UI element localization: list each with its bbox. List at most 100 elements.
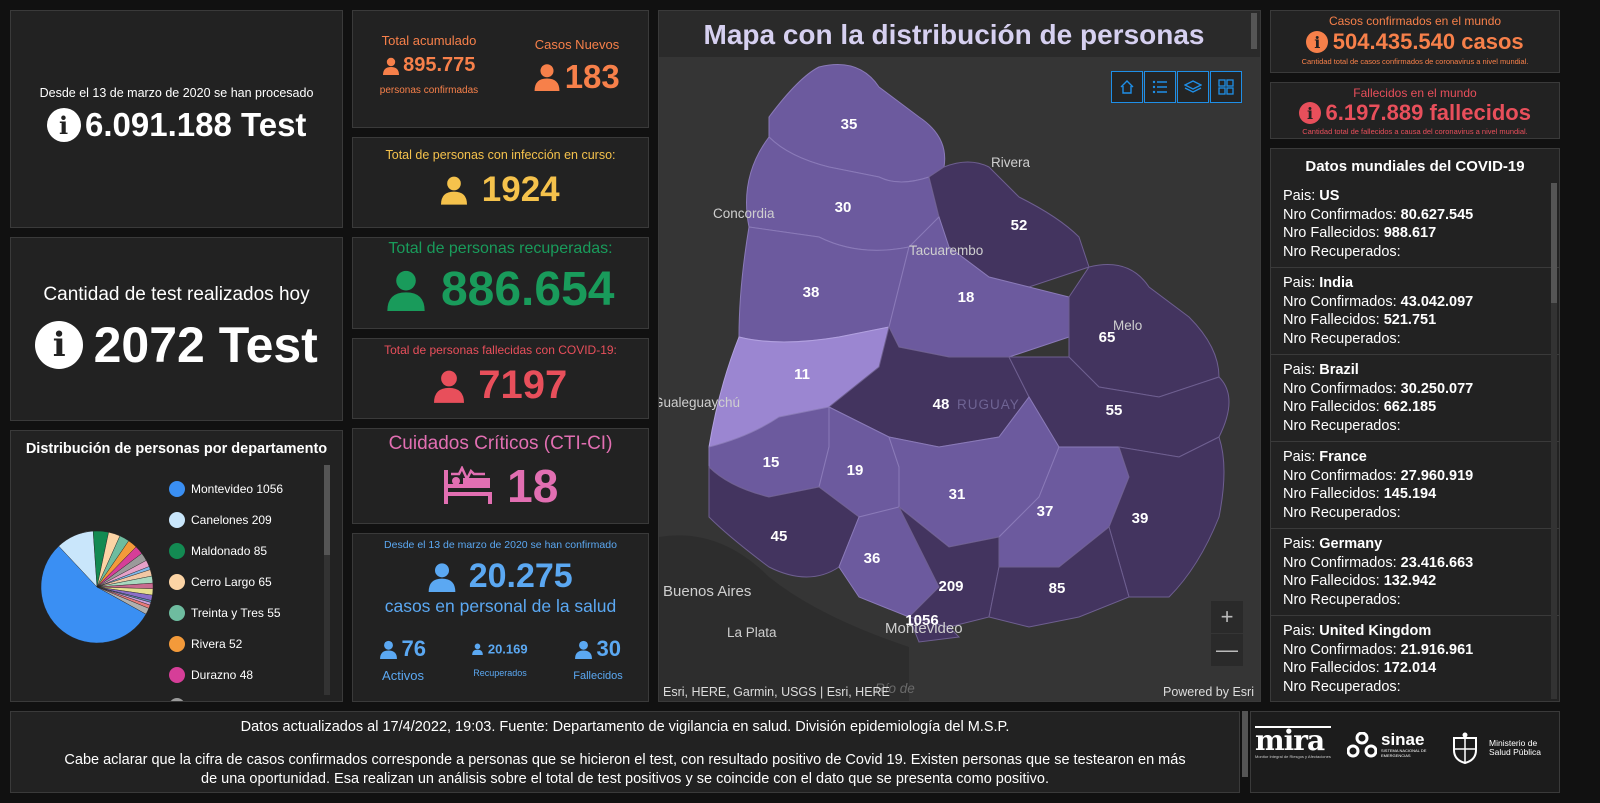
legend-swatch (169, 511, 185, 528)
country-name: India (1319, 275, 1354, 291)
recovered-prefix: Nro Recuperados: (1283, 591, 1401, 608)
health-staff-panel: Desde el 13 de marzo de 2020 se han conf… (352, 533, 649, 702)
critical-panel: Cuidados Críticos (CTI-CI) 18 (352, 428, 649, 524)
map-powered-by[interactable]: Powered by Esri (1162, 685, 1254, 699)
country-confirmed: 23.416.663 (1400, 554, 1474, 571)
country-deaths: 172.014 (1383, 660, 1437, 676)
distribution-pie-chart[interactable] (37, 527, 157, 647)
legend-swatch (169, 480, 185, 497)
dept-rivera (928, 161, 1090, 288)
dept-colonia (708, 465, 860, 578)
legend-item[interactable]: Colonia 45 (169, 690, 283, 701)
health-recovered-value: 20.169 (487, 641, 528, 657)
legend-item[interactable]: Treinta y Tres 55 (169, 597, 283, 628)
person-icon (441, 176, 468, 205)
layers-icon (1184, 80, 1202, 93)
country-name: Brazil (1319, 362, 1359, 378)
confirmed-prefix: Nro Confirmados: (1283, 467, 1397, 484)
recovered-prefix: Nro Recuperados: (1283, 243, 1401, 260)
legend-item[interactable]: Rivera 52 (169, 628, 283, 659)
distribution-panel: Distribución de personas por departament… (10, 430, 343, 702)
count-durazno: 48 (933, 396, 950, 413)
map-title-scrollbar[interactable] (1251, 13, 1257, 49)
place-uruguay: RUGUAY (957, 397, 1020, 412)
health-active-label: Activos (382, 668, 424, 683)
legend-swatch (169, 666, 185, 683)
country-prefix: Pais: (1283, 449, 1316, 465)
world-deaths-label: Fallecidos en el mundo (1353, 86, 1477, 100)
person-icon (472, 643, 484, 655)
legend-scrollbar[interactable] (324, 465, 330, 695)
msp-logo: Ministerio de Salud Pública (1451, 732, 1551, 764)
deaths-prefix: Nro Fallecidos: (1283, 660, 1380, 676)
legend-label: Rivera 52 (191, 636, 243, 651)
tests-today-panel: Cantidad de test realizados hoy i 2072 T… (10, 237, 343, 421)
world-deaths-panel: Fallecidos en el mundo i 6.197.889 falle… (1270, 82, 1560, 139)
country-deaths: 132.942 (1383, 573, 1437, 589)
count-canelones: 209 (938, 578, 963, 595)
country-list-scrollbar[interactable] (1551, 183, 1557, 699)
map-panel: Mapa con la distribución de personas Riv… (658, 10, 1261, 702)
world-deaths-note: Cantidad total de fallecidos a causa del… (1302, 127, 1528, 136)
info-icon: i (1306, 31, 1329, 53)
recovered-prefix: Nro Recuperados: (1283, 678, 1401, 695)
active-value: 1924 (481, 170, 560, 209)
deaths-prefix: Nro Fallecidos: (1283, 573, 1380, 589)
confirmed-prefix: Nro Confirmados: (1283, 206, 1397, 223)
count-san-jose: 36 (864, 550, 881, 567)
country-entry: Pais: United Kingdom Nro Confirmados: 21.… (1271, 616, 1559, 701)
country-deaths: 662.185 (1383, 399, 1437, 415)
pie-slice-montevideo[interactable] (40, 545, 147, 644)
active-label: Total de personas con infección en curso… (385, 148, 616, 162)
legend-swatch (169, 635, 185, 652)
confirmed-prefix: Nro Confirmados: (1283, 641, 1397, 658)
world-deaths-value: 6.197.889 fallecidos (1325, 100, 1531, 125)
tests-total-panel: Desde el 13 de marzo de 2020 se han proc… (10, 10, 343, 228)
health-active-value: 76 (401, 636, 426, 661)
list-icon (1152, 80, 1167, 94)
hospital-bed-icon (443, 465, 492, 504)
country-entry: Pais: France Nro Confirmados: 27.960.919 N… (1271, 442, 1559, 529)
count-lavalleja: 37 (1037, 503, 1054, 520)
country-name: United Kingdom (1319, 623, 1432, 639)
map-layers-button[interactable] (1177, 71, 1209, 103)
world-cases-value: 504.435.540 casos (1332, 29, 1524, 54)
count-artigas: 35 (841, 116, 858, 133)
person-icon (380, 640, 397, 659)
footer-scrollbar[interactable] (1242, 711, 1248, 777)
accumulated-label: Total acumulado (381, 33, 477, 48)
legend-label: Cerro Largo 65 (191, 574, 272, 589)
map-legend-button[interactable] (1144, 71, 1176, 103)
count-rivera: 52 (1011, 217, 1028, 234)
info-icon: i (35, 321, 84, 369)
critical-label: Cuidados Críticos (CTI-CI) (388, 433, 613, 454)
legend-item[interactable]: Maldonado 85 (169, 535, 283, 566)
person-icon (433, 370, 464, 403)
legend-item[interactable]: Cerro Largo 65 (169, 566, 283, 597)
map-basemap-button[interactable] (1210, 71, 1242, 103)
zoom-out-button[interactable]: — (1211, 634, 1243, 666)
confirmed-prefix: Nro Confirmados: (1283, 380, 1397, 397)
uruguay-map[interactable]: Rivera Concordia Tacuarembo Melo Gualegu… (659, 57, 1261, 702)
pie-slice-artigas[interactable] (96, 586, 150, 615)
count-florida: 31 (949, 486, 966, 503)
map-home-button[interactable] (1111, 71, 1143, 103)
legend-item[interactable]: Montevideo 1056 (169, 473, 283, 504)
place-melo: Melo (1113, 318, 1142, 333)
legend-item[interactable]: Canelones 209 (169, 504, 283, 535)
country-entry: Pais: Germany Nro Confirmados: 23.416.663… (1271, 529, 1559, 616)
country-entry: Pais: India Nro Confirmados: 43.042.097 Nr… (1271, 268, 1559, 355)
legend-item[interactable]: Durazno 48 (169, 659, 283, 690)
footer-update-text: Datos actualizados al 17/4/2022, 19:03. … (240, 719, 1010, 735)
confirmed-prefix: Nro Confirmados: (1283, 554, 1397, 571)
count-flores: 19 (847, 462, 864, 479)
recovered-label: Total de personas recuperadas: (388, 240, 613, 257)
health-recovered-label: Recuperados (473, 668, 527, 678)
footer-panel: Datos actualizados al 17/4/2022, 19:03. … (10, 711, 1240, 793)
coat-of-arms-icon (1453, 732, 1477, 764)
tests-today-title: Cantidad de test realizados hoy (43, 284, 310, 305)
place-concordia: Concordia (713, 206, 775, 221)
zoom-in-button[interactable]: + (1211, 601, 1243, 633)
recovered-prefix: Nro Recuperados: (1283, 417, 1401, 434)
mira-logo: mira Monitor Integral de Riesgos y Afect… (1255, 726, 1331, 759)
